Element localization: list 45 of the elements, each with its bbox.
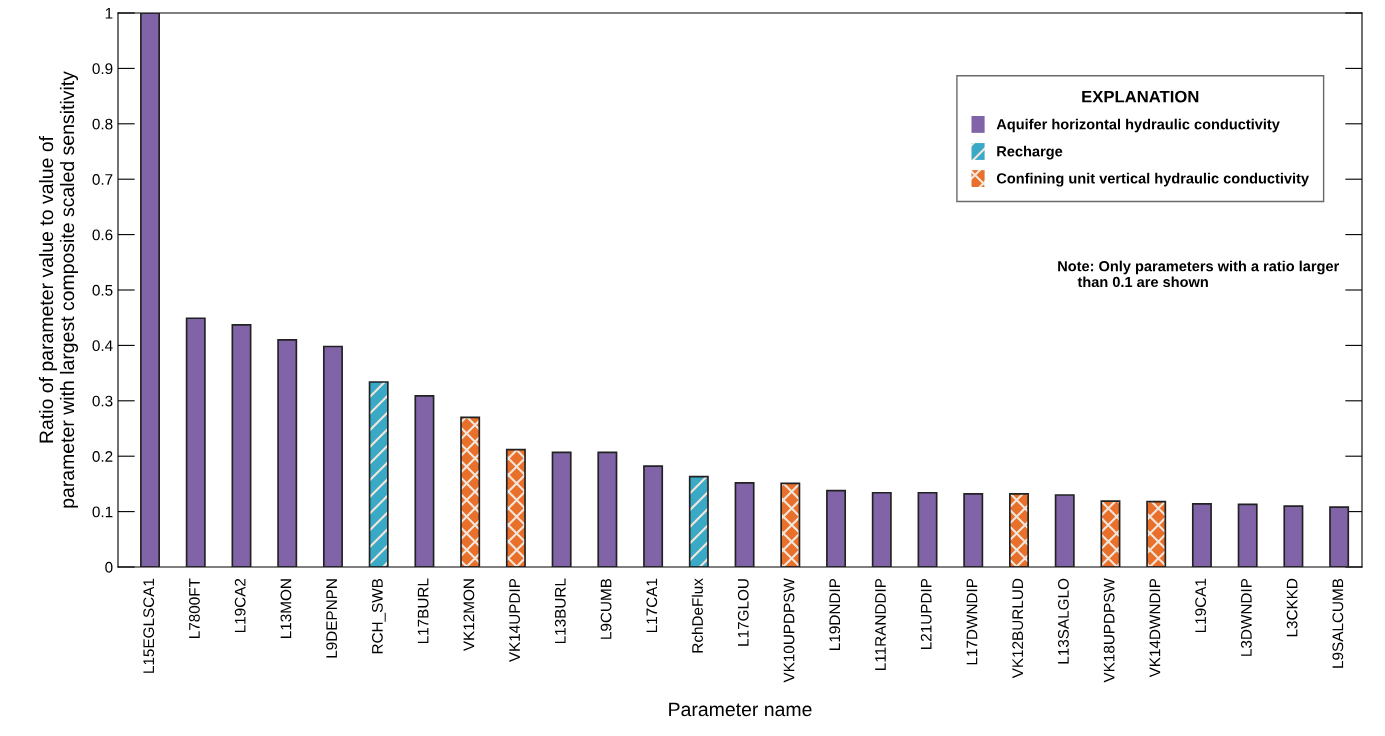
x-tick-label: L13MON [280, 579, 292, 638]
y-tick-label: 0.5 [92, 284, 113, 296]
x-tick-label: L17DWNDIP [966, 578, 978, 665]
x-tick-label: VK12BURLUD [1012, 578, 1024, 679]
x-tick-label: RchDeFlux [691, 578, 703, 653]
x-tick-label: L9CUMB [600, 578, 612, 639]
y-axis-title: Ratio of parameter value to value of parameter with largest composite scaled sensitivity [38, 71, 79, 508]
x-tick-label: L15EGLSCA1 [143, 578, 155, 673]
x-tick-label: RCH_SWB [371, 578, 386, 654]
y-tick-label: 0.6 [92, 229, 113, 241]
y-tick-label: 0 [105, 561, 113, 573]
legend-label: Recharge [997, 145, 1063, 160]
x-tick-label: L21UPDIP [920, 578, 932, 650]
x-tick-label: L9SALCUMB [1332, 578, 1344, 668]
annotation: Note: Only parameters with a ratio larger than 0.1 are shown [1058, 260, 1340, 288]
x-tick-label: VK10UPDPSW [783, 578, 795, 683]
x-tick-label: L19CA2 [234, 578, 246, 633]
x-tick-label: L19DNDIP [829, 578, 841, 650]
y-tick-label: 0.7 [92, 174, 113, 185]
y-tick-label: 1 [105, 8, 113, 19]
x-tick-label: L11RANDDIP [875, 578, 886, 670]
y-tick-label: 0.8 [92, 118, 113, 130]
y-tick-label: 0.1 [92, 506, 113, 518]
y-tick-label: 0.2 [92, 451, 113, 462]
y-tick-label: 0.9 [92, 63, 113, 75]
x-tick-label: L7800FT [189, 578, 200, 638]
x-tick-label: L3DWNDIP [1240, 578, 1252, 656]
x-tick-label: VK14DWNDIP [1149, 578, 1161, 678]
x-axis-title: Parameter name [669, 702, 812, 717]
x-tick-label: VK12MON [463, 579, 475, 652]
y-tick-label: 0.3 [92, 395, 113, 407]
x-tick-label: VK14UPDIP [509, 578, 520, 663]
y-tick-label: 0.4 [92, 340, 113, 352]
x-tick-label: L13SALGLO [1058, 578, 1069, 664]
legend-title: EXPLANATION [1082, 90, 1199, 103]
x-tick-label: L13BURL [554, 578, 566, 644]
x-tick-label: VK18UPDPSW [1103, 578, 1115, 683]
legend-label: Confining unit vertical hydraulic conductivity [996, 172, 1309, 187]
x-tick-label: L9DEPNPN [326, 579, 338, 658]
x-tick-label: L19CA1 [1195, 578, 1207, 633]
x-tick-label: L17CA1 [646, 578, 658, 633]
x-tick-label: L17GLOU [737, 579, 749, 646]
legend-label: Aquifer horizontal hydraulic conductivity [996, 118, 1280, 133]
x-tick-label: L3CKKD [1286, 578, 1298, 637]
x-tick-label: L17BURL [417, 578, 429, 644]
